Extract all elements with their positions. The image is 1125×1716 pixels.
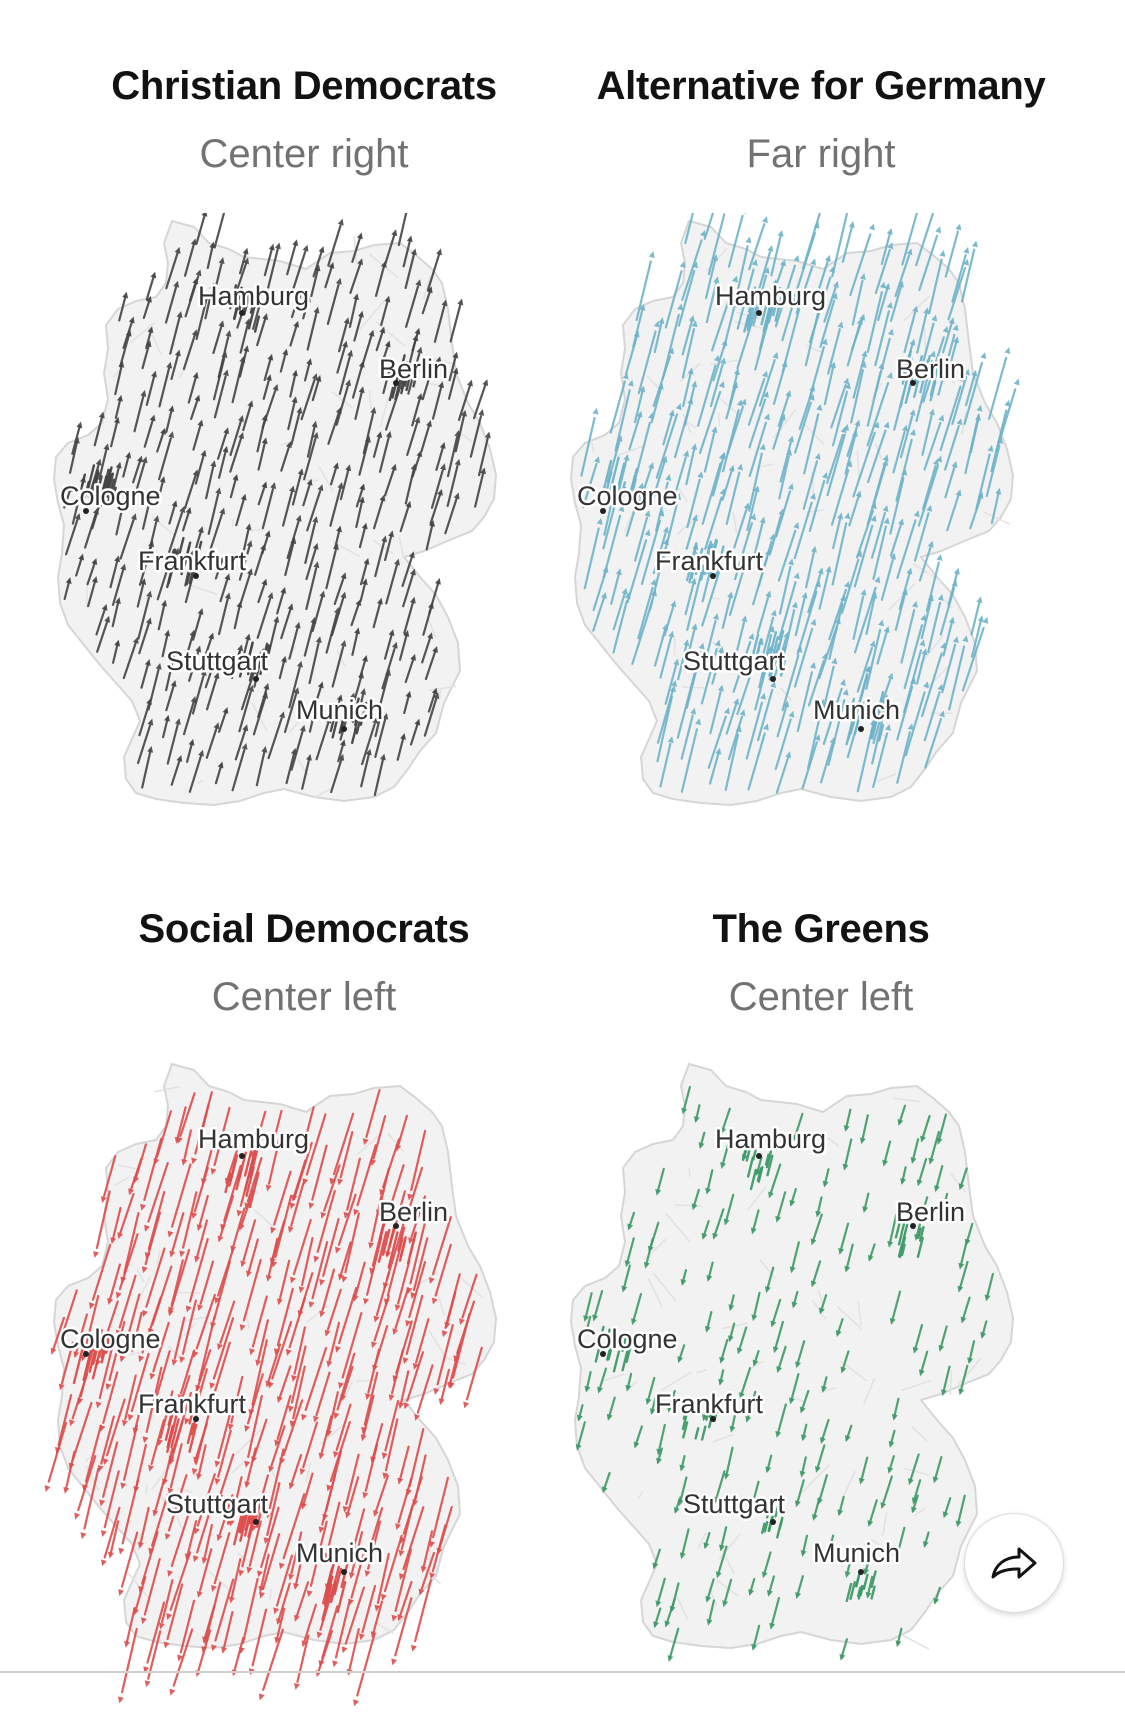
city-dot-munich (341, 726, 347, 732)
city-label-cologne: Cologne (577, 481, 678, 511)
city-label-frankfurt: Frankfurt (655, 546, 764, 576)
city-label-hamburg: Hamburg (715, 1124, 826, 1154)
germany-map-the-greens: Hamburg Berlin Cologne Frankfurt Stuttgart Mu… (561, 1056, 1081, 1716)
city-label-stuttgart: Stuttgart (166, 646, 269, 676)
panel-title: Alternative for Germany (561, 62, 1081, 110)
city-label-hamburg: Hamburg (198, 281, 309, 311)
share-button[interactable] (964, 1513, 1064, 1613)
city-label-munich: Munich (813, 695, 900, 725)
city-label-cologne: Cologne (60, 1324, 161, 1354)
city-label-hamburg: Hamburg (715, 281, 826, 311)
city-dot-munich (858, 1569, 864, 1575)
panel-title: The Greens (561, 905, 1081, 953)
germany-map-alternative-for-germany: Hamburg Berlin Cologne Frankfurt Stuttgart Mu… (561, 213, 1081, 873)
city-label-stuttgart: Stuttgart (683, 1489, 786, 1519)
panel-title: Christian Democrats (44, 62, 564, 110)
city-dot-stuttgart (253, 1519, 259, 1525)
city-label-berlin: Berlin (379, 354, 448, 384)
panel-subtitle: Center right (44, 130, 564, 178)
panel-subtitle: Center left (44, 973, 564, 1021)
panel-the-greens: The Greens Center left (561, 905, 1081, 1021)
city-label-frankfurt: Frankfurt (138, 1389, 247, 1419)
city-label-munich: Munich (813, 1538, 900, 1568)
city-dot-stuttgart (770, 1519, 776, 1525)
panel-subtitle: Center left (561, 973, 1081, 1021)
city-label-berlin: Berlin (379, 1197, 448, 1227)
city-dot-munich (341, 1569, 347, 1575)
city-dot-munich (858, 726, 864, 732)
city-label-cologne: Cologne (577, 1324, 678, 1354)
germany-map-social-democrats: Hamburg Berlin Cologne Frankfurt Stuttgart Mu… (44, 1056, 564, 1716)
panel-social-democrats: Social Democrats Center left (44, 905, 564, 1021)
city-label-frankfurt: Frankfurt (655, 1389, 764, 1419)
panel-subtitle: Far right (561, 130, 1081, 178)
city-label-berlin: Berlin (896, 354, 965, 384)
panel-christian-democrats: Christian Democrats Center right (44, 62, 564, 178)
germany-map-christian-democrats: Hamburg Berlin Cologne Frankfurt Stuttgart Mu… (44, 213, 564, 873)
city-label-munich: Munich (296, 695, 383, 725)
panel-alternative-for-germany: Alternative for Germany Far right (561, 62, 1081, 178)
city-label-stuttgart: Stuttgart (683, 646, 786, 676)
city-label-hamburg: Hamburg (198, 1124, 309, 1154)
share-arrow-icon (987, 1543, 1041, 1583)
city-label-munich: Munich (296, 1538, 383, 1568)
city-dot-stuttgart (770, 676, 776, 682)
panel-title: Social Democrats (44, 905, 564, 953)
city-label-cologne: Cologne (60, 481, 161, 511)
bottom-divider (0, 1671, 1125, 1673)
city-label-frankfurt: Frankfurt (138, 546, 247, 576)
city-label-berlin: Berlin (896, 1197, 965, 1227)
city-label-stuttgart: Stuttgart (166, 1489, 269, 1519)
city-dot-stuttgart (253, 676, 259, 682)
